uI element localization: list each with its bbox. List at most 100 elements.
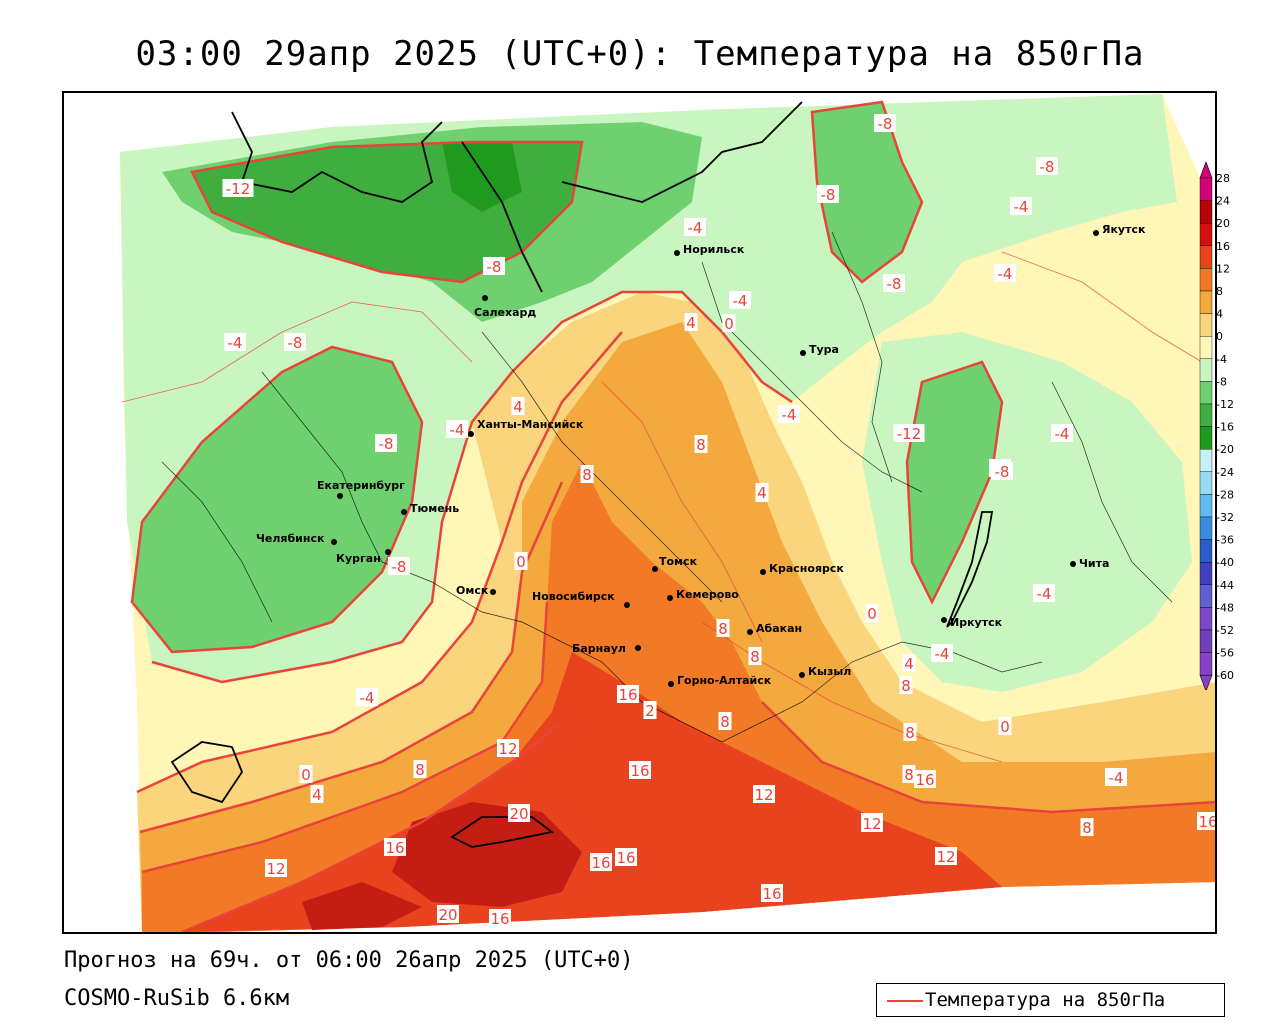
isoline-label: -8 — [878, 115, 893, 133]
zone-t16 — [182, 652, 1002, 932]
city-label: Иркутск — [950, 616, 1003, 629]
colorbar: 28 24 20 16 12 8 4 0 -4 -8 -12 -16 -20 -24 -28 -32 -36 -4… — [1199, 161, 1234, 690]
legend-line-swatch — [887, 1000, 923, 1002]
zone-tm8-ne — [812, 102, 922, 282]
isoline-label-bg — [284, 333, 306, 351]
isoline-label-bg — [903, 723, 917, 741]
isoline-m8-east — [905, 360, 1004, 605]
colorbar-tick-label: -8 — [1216, 375, 1227, 388]
colorbar-top-arrow — [1199, 161, 1213, 179]
map-area[interactable]: Якутск Норильск Салехард Тура Ханты-Манс… — [62, 91, 1217, 934]
isoline-label: -4 — [1014, 198, 1029, 216]
city-label: Екатеринбург — [317, 479, 405, 492]
isoline-label-bg — [446, 420, 468, 438]
isoline-label-bg — [722, 314, 736, 332]
colorbar-tick-label: 16 — [1216, 240, 1230, 253]
city-label: Кемерово — [676, 588, 739, 601]
isoline-label-bg — [729, 291, 751, 309]
colorbar-swatch — [1199, 245, 1213, 269]
isoline-label-bg — [413, 760, 427, 778]
isoline-label-bg — [590, 853, 612, 871]
temperature-map: Якутск Норильск Салехард Тура Ханты-Манс… — [64, 93, 1215, 932]
colorbar-tick-label: -36 — [1216, 534, 1234, 547]
isoline-label-bg — [310, 785, 324, 803]
isoline-label: -4 — [935, 645, 950, 663]
colorbar-swatch — [1199, 223, 1213, 247]
isoline-label-bg — [1105, 768, 1127, 786]
isoline-label-bg — [902, 765, 916, 783]
colorbar-tick-label: -24 — [1216, 466, 1234, 479]
isoline-label-bg — [893, 424, 925, 442]
isoline-m8-west — [130, 345, 424, 654]
isoline-label-bg — [684, 218, 706, 236]
isoline-label-bg — [914, 770, 936, 788]
isoline-label-bg — [224, 333, 246, 351]
colorbar-tick-label: -52 — [1216, 624, 1234, 637]
isoline-label: -4 — [733, 292, 748, 310]
zone-t20-b — [302, 882, 422, 930]
isoline-label-bg — [222, 179, 254, 197]
colorbar-tick-label: -48 — [1216, 601, 1234, 614]
isoline-label: 20 — [438, 906, 457, 924]
colorbar-tick-label: 8 — [1216, 285, 1223, 298]
isoline-label-bg — [931, 644, 953, 662]
isoline-label: 4 — [757, 484, 767, 502]
colorbar-swatch — [1199, 652, 1213, 676]
colorbar-tick-label: 4 — [1216, 308, 1223, 321]
city-label: Чита — [1079, 557, 1109, 570]
isoline-label-bg — [998, 717, 1012, 735]
city-label: Абакан — [756, 622, 802, 635]
isoline-label-bg — [761, 884, 783, 902]
isoline-label: 12 — [862, 815, 881, 833]
isoline-label-bg — [1033, 584, 1055, 602]
isoline-label-bg — [935, 847, 957, 865]
isoline-label-bg — [753, 785, 775, 803]
isoline-4 — [139, 481, 564, 834]
lake-baikal — [946, 511, 994, 628]
colorbar-swatch — [1199, 313, 1213, 337]
legend-label: Температура на 850гПа — [925, 989, 1166, 1011]
isoline-label-bg — [437, 905, 459, 923]
colorbar-swatch — [1199, 629, 1213, 653]
city-label: Тура — [809, 343, 839, 356]
isoline-label: 12 — [498, 740, 517, 758]
isoline-label: -8 — [1040, 158, 1055, 176]
forecast-info: Прогноз на 69ч. от 06:00 26апр 2025 (UTC… — [64, 948, 634, 973]
colorbar-swatch — [1199, 607, 1213, 631]
legend: Температура на 850гПа — [876, 983, 1225, 1017]
isoline-label: -4 — [782, 406, 797, 424]
isoline-label-bg — [356, 688, 378, 706]
colorbar-swatch — [1199, 516, 1213, 540]
isoline-label-bg — [817, 185, 839, 203]
colorbar-swatch — [1199, 200, 1213, 224]
isoline-label: 8 — [905, 724, 915, 742]
city-label: Кызыл — [808, 665, 851, 678]
isoline-label: 16 — [385, 839, 404, 857]
isoline-label: -4 — [360, 689, 375, 707]
isoline-label: 4 — [513, 398, 523, 416]
colorbar-tick-label: 24 — [1216, 195, 1230, 208]
isoline-label-bg — [511, 397, 525, 415]
isoline-label: -4 — [1109, 769, 1124, 787]
isoline-label: -8 — [821, 186, 836, 204]
city-label: Курган — [336, 552, 381, 565]
isoline-label-bg — [299, 765, 313, 783]
colorbar-tick-label: -4 — [1216, 353, 1227, 366]
city-label: Якутск — [1102, 223, 1146, 236]
colorbar-swatch — [1199, 494, 1213, 518]
isoline-label: 8 — [718, 620, 728, 638]
isoline-label-bg — [384, 838, 406, 856]
colorbar-tick-label: 28 — [1216, 172, 1230, 185]
isoline-label-bg — [716, 619, 730, 637]
isoline-label: 12 — [266, 860, 285, 878]
isoline-label: 8 — [901, 677, 911, 695]
city-label: Горно-Алтайск — [677, 674, 772, 687]
colorbar-swatch — [1199, 449, 1213, 473]
colorbar-tick-label: -44 — [1216, 579, 1234, 592]
colorbar-swatch — [1199, 539, 1213, 563]
colorbar-tick-label: -16 — [1216, 421, 1234, 434]
colorbar-tick-label: -32 — [1216, 511, 1234, 524]
isoline-label-bg — [694, 435, 708, 453]
isoline-label: 0 — [516, 553, 526, 571]
colorbar-swatch — [1199, 584, 1213, 608]
